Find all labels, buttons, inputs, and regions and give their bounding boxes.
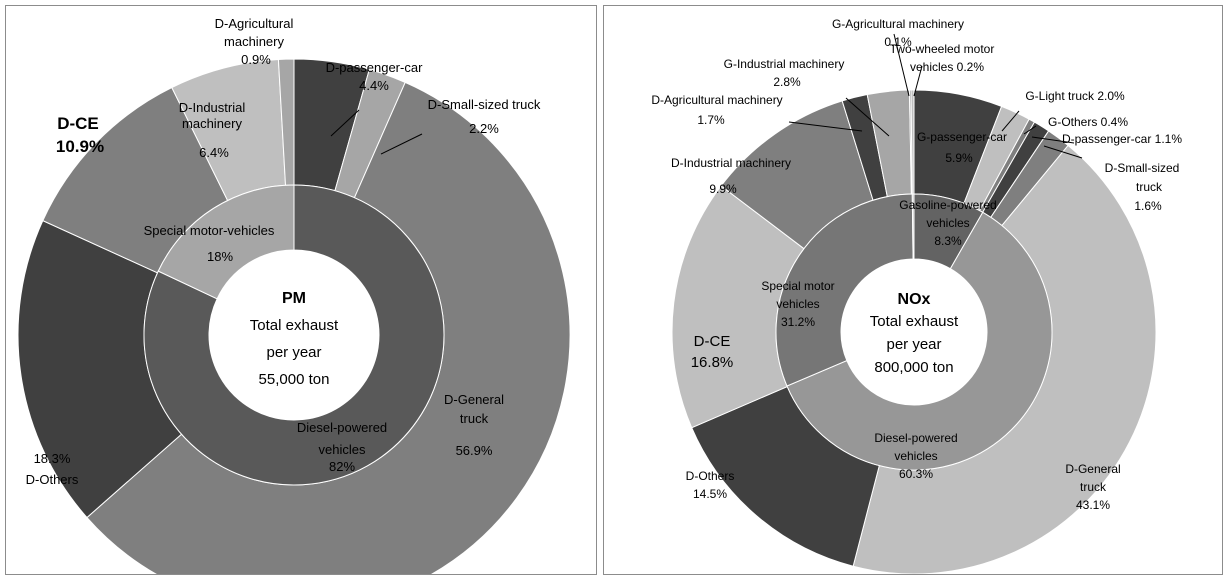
pm-leader-d-small-truck [380,133,423,155]
pm-label-d-industrial-line2: machinery [182,116,242,131]
nox-leader-g-light [1001,110,1020,132]
pm-label-diesel-line2: vehicles [319,442,366,457]
nox-label-d-others-value: 14.5% [693,487,727,501]
pm-label-d-general-value: 56.9% [456,443,493,458]
pm-label-d-agri-line1: D-Agricultural [215,16,294,31]
nox-label-d-small-line2: truck [1136,180,1163,194]
nox-label-g-industrial: G-Industrial machinery [724,57,845,71]
nox-label-special-line1: Special motor [761,279,834,293]
nox-label-gasoline-line2: vehicles [926,216,969,230]
nox-leader-two-wheel [913,65,923,97]
pm-donut-chart: D-Agricultural machinery 0.9% D-passenge… [17,16,571,574]
nox-label-d-small-line1: D-Small-sized [1105,161,1180,175]
pm-label-d-general-line2: truck [460,411,489,426]
nox-label-d-passenger: D-passenger-car 1.1% [1062,132,1182,146]
nox-center-title: NOx [898,291,931,308]
nox-label-special-line2: vehicles [776,297,819,311]
nox-label-d-industrial-value: 9.9% [709,182,737,196]
pm-chart-panel: D-Agricultural machinery 0.9% D-passenge… [5,5,597,575]
nox-label-special-value: 31.2% [781,315,815,329]
nox-leader-lines [788,33,1083,159]
nox-leader-d-small [1043,145,1083,159]
pm-leader-lines [330,109,423,155]
nox-label-gasoline-value: 8.3% [934,234,962,248]
nox-label-two-wheel-line2: vehicles 0.2% [910,60,984,74]
nox-leader-d-agri [788,121,863,132]
nox-label-d-agri: D-Agricultural machinery [651,93,782,107]
nox-label-g-others: G-Others 0.4% [1048,115,1128,129]
pm-label-d-industrial-line1: D-Industrial [179,100,246,115]
nox-label-d-agri-value: 1.7% [697,113,725,127]
nox-center-hole [841,259,987,405]
nox-label-diesel-line2: vehicles [894,449,937,463]
nox-leader-g-others [1023,125,1037,135]
nox-label-d-ce-value: 16.8% [691,354,734,371]
nox-chart-panel: G-Agricultural machinery 0.1% Two-wheele… [603,5,1223,575]
nox-label-d-ce: D-CE [694,333,731,350]
nox-label-g-light: G-Light truck 2.0% [1025,89,1125,103]
nox-label-g-agri: G-Agricultural machinery [832,17,964,31]
pm-label-d-small-truck-value: 2.2% [469,121,499,136]
nox-label-d-small-value: 1.6% [1134,199,1162,213]
pm-label-d-passenger-car: D-passenger-car [326,60,423,75]
nox-label-d-general-value: 43.1% [1076,498,1110,512]
nox-label-gasoline-line1: Gasoline-powered [899,198,996,212]
nox-label-diesel-value: 60.3% [899,467,933,481]
pm-label-d-ce: D-CE [57,114,99,133]
nox-center-line3: 800,000 ton [874,359,953,376]
nox-leader-d-passenger [1031,136,1075,144]
pm-center-line1: Total exhaust [250,317,339,334]
nox-label-d-industrial: D-Industrial machinery [671,156,791,170]
pm-label-d-agri-value: 0.9% [241,52,271,67]
pm-label-d-passenger-car-value: 4.4% [359,78,389,93]
pm-label-d-ce-value: 10.9% [56,137,104,156]
nox-leader-g-industrial [845,97,890,137]
nox-center-line2: per year [886,336,941,353]
nox-center-line1: Total exhaust [870,313,959,330]
pm-label-d-small-truck: D-Small-sized truck [428,97,541,112]
nox-inner-ring [775,193,1053,471]
nox-label-d-others: D-Others [686,469,735,483]
pm-center-line3: 55,000 ton [259,371,330,388]
nox-label-g-passenger: G-passenger-car [917,130,1007,144]
nox-label-g-passenger-value: 5.9% [945,151,973,165]
nox-label-diesel-line1: Diesel-powered [874,431,957,445]
pm-label-special-motor-value: 18% [207,249,233,264]
pm-leader-d-passenger-car [330,109,360,137]
pm-center-hole [209,250,379,420]
pm-outer-ring [17,58,571,574]
pm-label-special-motor: Special motor-vehicles [144,223,275,238]
nox-label-d-general-line2: truck [1080,480,1107,494]
nox-label-g-industrial-value: 2.8% [773,75,801,89]
pm-label-d-agri-line2: machinery [224,34,284,49]
nox-label-two-wheel-line1: Two-wheeled motor [890,42,995,56]
pm-label-diesel-line1: Diesel-powered [297,420,387,435]
nox-donut-chart: G-Agricultural machinery 0.1% Two-wheele… [651,17,1182,574]
nox-outer-ring [671,89,1157,574]
pm-center-title: PM [282,290,306,307]
pm-label-d-general-line1: D-General [444,392,504,407]
nox-label-g-agri-value: 0.1% [884,35,912,49]
nox-label-d-general-line1: D-General [1065,462,1120,476]
nox-leader-g-agri [893,33,910,97]
pm-label-d-industrial-value: 6.4% [199,145,229,160]
pm-inner-ring [143,184,445,486]
pm-center-line2: per year [266,344,321,361]
pm-label-d-others-value: 18.3% [34,451,71,466]
pm-label-diesel-value: 82% [329,459,355,474]
pm-label-d-others: D-Others [26,472,79,487]
